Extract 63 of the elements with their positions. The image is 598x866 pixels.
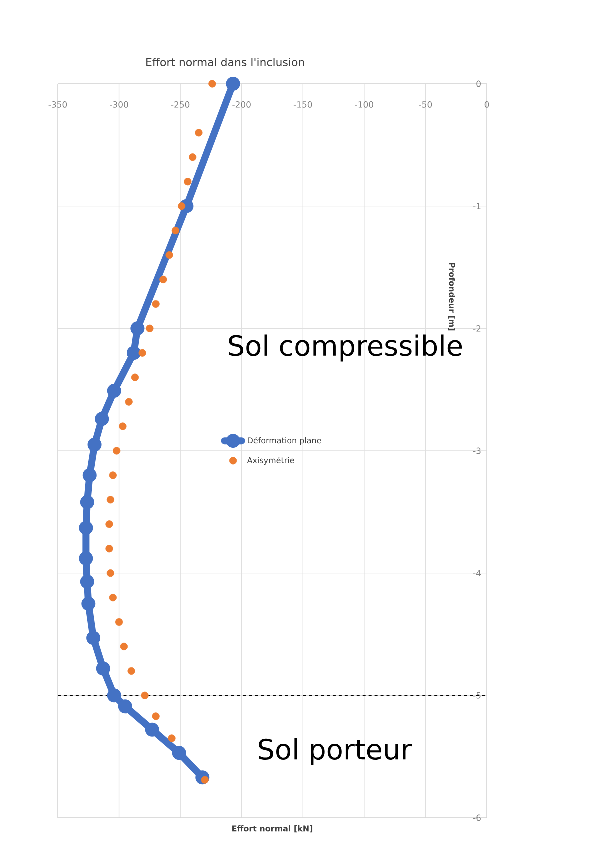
point [115, 618, 124, 626]
x-tick-label: -200 [232, 102, 251, 108]
point [119, 422, 127, 430]
point [96, 662, 110, 676]
point [95, 412, 110, 426]
point [172, 226, 180, 235]
x-tick-label: -100 [355, 102, 374, 108]
point [166, 251, 174, 260]
point [160, 276, 168, 284]
point [130, 322, 145, 336]
point [80, 574, 94, 589]
x-tick-label: -50 [419, 102, 432, 108]
y-tick-label: 0 [476, 80, 481, 88]
point [106, 545, 114, 553]
point [125, 398, 133, 406]
point [79, 552, 94, 566]
point [146, 324, 154, 332]
point [208, 80, 216, 88]
x-tick-label: 0 [484, 102, 490, 108]
y-tick-label: -6 [473, 814, 481, 822]
y-tick-label: -2 [473, 326, 481, 332]
point [109, 594, 117, 602]
point [106, 520, 114, 528]
point [226, 76, 240, 91]
point [168, 734, 176, 742]
point [178, 202, 186, 210]
x-tick-label: -300 [110, 102, 128, 108]
point [106, 496, 115, 504]
chart-title: Effort normal dans l'inclusion [146, 58, 304, 66]
point [109, 472, 117, 480]
point [120, 642, 128, 651]
annotation: Sol compressible [229, 334, 462, 362]
point [145, 722, 160, 737]
point [107, 688, 122, 703]
point [141, 692, 149, 700]
point [128, 667, 136, 675]
point [82, 596, 96, 611]
point [126, 346, 141, 360]
point [195, 129, 203, 137]
point [152, 712, 160, 720]
point [107, 384, 122, 398]
point [82, 468, 97, 482]
point [152, 300, 160, 308]
y-tick-label: -3 [473, 448, 481, 454]
point [184, 178, 192, 186]
x-tick-label: -150 [294, 102, 312, 108]
point [113, 447, 121, 455]
point [131, 374, 140, 382]
point [172, 746, 186, 760]
annotation: Sol porteur [259, 738, 412, 766]
point [88, 438, 102, 452]
x-tick-label: -250 [171, 102, 190, 108]
y-tick-label: -5 [473, 692, 481, 699]
point [79, 521, 94, 536]
point [106, 570, 115, 578]
y-tick-label: -4 [473, 570, 482, 576]
point [86, 631, 101, 646]
point [118, 700, 132, 714]
point [80, 495, 94, 510]
point [189, 154, 197, 162]
y-tick-label: -1 [473, 203, 481, 210]
point [138, 349, 146, 357]
x-tick-label: -350 [48, 102, 68, 108]
